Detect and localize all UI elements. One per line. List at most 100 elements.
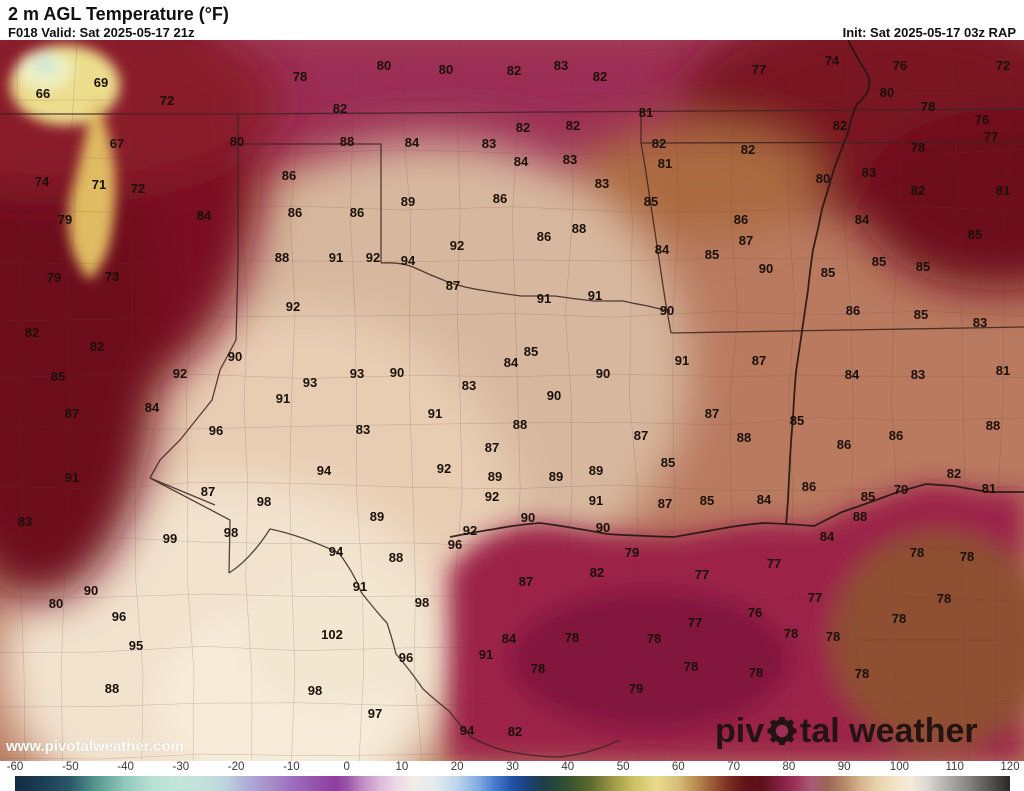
svg-text:96: 96	[112, 609, 126, 624]
svg-text:87: 87	[485, 440, 499, 455]
svg-text:83: 83	[563, 152, 577, 167]
svg-text:85: 85	[821, 265, 835, 280]
svg-text:84: 84	[504, 355, 519, 370]
svg-text:78: 78	[684, 659, 698, 674]
svg-text:78: 78	[892, 611, 906, 626]
svg-text:78: 78	[855, 666, 869, 681]
svg-text:78: 78	[647, 631, 661, 646]
svg-text:89: 89	[549, 469, 563, 484]
svg-text:90: 90	[759, 261, 773, 276]
svg-text:84: 84	[820, 529, 835, 544]
svg-text:77: 77	[688, 615, 702, 630]
svg-text:90: 90	[84, 583, 98, 598]
svg-text:90: 90	[660, 303, 674, 318]
svg-text:86: 86	[288, 205, 302, 220]
svg-text:87: 87	[65, 406, 79, 421]
svg-text:86: 86	[734, 212, 748, 227]
svg-text:93: 93	[350, 366, 364, 381]
svg-text:91: 91	[276, 391, 290, 406]
svg-text:94: 94	[401, 253, 416, 268]
svg-text:81: 81	[658, 156, 672, 171]
svg-text:77: 77	[808, 590, 822, 605]
svg-text:81: 81	[982, 481, 996, 496]
svg-text:91: 91	[479, 647, 493, 662]
svg-text:84: 84	[845, 367, 860, 382]
svg-text:90: 90	[390, 365, 404, 380]
svg-text:89: 89	[370, 509, 384, 524]
svg-text:82: 82	[90, 339, 104, 354]
svg-text:92: 92	[173, 366, 187, 381]
svg-text:82: 82	[508, 724, 522, 739]
svg-text:98: 98	[224, 525, 238, 540]
svg-text:87: 87	[705, 406, 719, 421]
svg-text:98: 98	[415, 595, 429, 610]
svg-text:85: 85	[524, 344, 538, 359]
svg-text:84: 84	[502, 631, 517, 646]
svg-text:94: 94	[460, 723, 475, 738]
svg-text:79: 79	[47, 270, 61, 285]
svg-text:84: 84	[145, 400, 160, 415]
svg-text:82: 82	[741, 142, 755, 157]
svg-text:83: 83	[482, 136, 496, 151]
svg-text:79: 79	[629, 681, 643, 696]
svg-text:85: 85	[914, 307, 928, 322]
svg-text:92: 92	[463, 523, 477, 538]
svg-text:76: 76	[748, 605, 762, 620]
svg-text:85: 85	[861, 489, 875, 504]
svg-text:85: 85	[705, 247, 719, 262]
svg-text:82: 82	[516, 120, 530, 135]
svg-text:92: 92	[450, 238, 464, 253]
svg-text:82: 82	[566, 118, 580, 133]
svg-text:66: 66	[36, 86, 50, 101]
svg-text:78: 78	[565, 630, 579, 645]
svg-text:86: 86	[493, 191, 507, 206]
svg-text:91: 91	[589, 493, 603, 508]
svg-text:85: 85	[51, 369, 65, 384]
svg-text:83: 83	[973, 315, 987, 330]
svg-text:77: 77	[695, 567, 709, 582]
svg-text:91: 91	[428, 406, 442, 421]
svg-text:91: 91	[675, 353, 689, 368]
svg-text:77: 77	[752, 62, 766, 77]
svg-text:82: 82	[652, 136, 666, 151]
svg-text:86: 86	[846, 303, 860, 318]
svg-text:92: 92	[437, 461, 451, 476]
svg-text:84: 84	[655, 242, 670, 257]
svg-text:83: 83	[862, 165, 876, 180]
svg-text:86: 86	[282, 168, 296, 183]
svg-text:81: 81	[639, 105, 653, 120]
svg-text:80: 80	[230, 134, 244, 149]
svg-text:80: 80	[377, 58, 391, 73]
svg-text:84: 84	[514, 154, 529, 169]
svg-text:78: 78	[921, 99, 935, 114]
svg-text:78: 78	[749, 665, 763, 680]
svg-text:80: 80	[49, 596, 63, 611]
svg-text:87: 87	[446, 278, 460, 293]
svg-text:85: 85	[661, 455, 675, 470]
svg-text:73: 73	[105, 269, 119, 284]
svg-text:90: 90	[596, 520, 610, 535]
svg-text:81: 81	[996, 183, 1010, 198]
svg-text:99: 99	[163, 531, 177, 546]
svg-text:96: 96	[448, 537, 462, 552]
svg-text:83: 83	[911, 367, 925, 382]
svg-text:97: 97	[368, 706, 382, 721]
svg-text:91: 91	[537, 291, 551, 306]
svg-text:80: 80	[439, 62, 453, 77]
svg-text:81: 81	[996, 363, 1010, 378]
svg-text:74: 74	[35, 174, 50, 189]
svg-text:tal weather: tal weather	[800, 712, 978, 750]
svg-text:87: 87	[201, 484, 215, 499]
svg-text:84: 84	[757, 492, 772, 507]
svg-text:72: 72	[996, 58, 1010, 73]
svg-text:88: 88	[572, 221, 586, 236]
svg-text:86: 86	[802, 479, 816, 494]
svg-text:85: 85	[700, 493, 714, 508]
svg-text:84: 84	[405, 135, 420, 150]
svg-text:98: 98	[257, 494, 271, 509]
svg-text:85: 85	[872, 254, 886, 269]
svg-text:82: 82	[590, 565, 604, 580]
svg-text:92: 92	[286, 299, 300, 314]
svg-text:86: 86	[837, 437, 851, 452]
svg-text:91: 91	[329, 250, 343, 265]
